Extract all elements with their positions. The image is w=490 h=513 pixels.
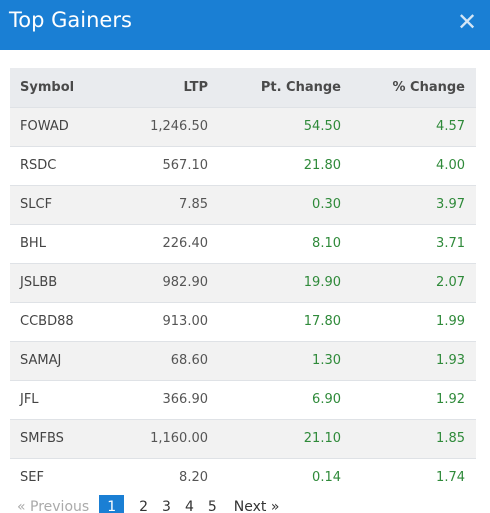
pt-change-cell: 1.30: [312, 353, 341, 368]
page-button-3[interactable]: 3: [162, 499, 171, 513]
pct-change-cell: 3.97: [436, 197, 465, 212]
table-row[interactable]: JFL 366.90 6.90 1.92: [10, 380, 476, 419]
ltp-cell: 8.20: [179, 470, 208, 486]
ltp-cell: 226.40: [162, 236, 209, 251]
gainers-table: Symbol LTP Pt. Change % Change FOWAD 1,24…: [10, 68, 476, 497]
pct-change-cell: 3.71: [436, 236, 465, 251]
page-button-4[interactable]: 4: [184, 499, 194, 513]
pct-change-cell: 1.93: [436, 353, 465, 368]
symbol-cell: JFL: [20, 392, 39, 407]
pt-change-cell: 17.80: [303, 314, 341, 329]
pt-change-cell: 21.10: [303, 431, 341, 446]
symbol-cell: CCBD88: [20, 314, 74, 329]
page-button-1[interactable]: 1: [99, 495, 125, 513]
table-row[interactable]: CCBD88 913.00 17.80 1.99: [10, 302, 476, 341]
pt-change-cell: 54.50: [303, 119, 341, 134]
close-button[interactable]: ✕: [456, 10, 478, 36]
table-row[interactable]: SEF 8.20 0.14 1.74: [10, 458, 476, 497]
table-row[interactable]: RSDC 567.10 21.80 4.00: [10, 146, 476, 185]
pt-change-cell: 0.14: [312, 470, 341, 486]
pt-change-cell: 21.80: [303, 158, 341, 173]
pct-change-cell: 2.07: [436, 275, 465, 290]
pct-change-cell: 1.85: [436, 431, 465, 446]
symbol-cell: BHL: [20, 236, 46, 251]
ltp-cell: 7.85: [179, 197, 208, 212]
previous-page-button[interactable]: « Previous: [17, 499, 90, 513]
modal-title: Top Gainers: [9, 8, 132, 32]
ltp-cell: 1,246.50: [150, 119, 208, 134]
table-row[interactable]: FOWAD 1,246.50 54.50 4.57: [10, 107, 476, 146]
table-body: FOWAD 1,246.50 54.50 4.57 RSDC 567.10 21.80 4.0…: [10, 107, 476, 497]
table-row[interactable]: JSLBB 982.90 19.90 2.07: [10, 263, 476, 302]
table-row[interactable]: SMFBS 1,160.00 21.10 1.85: [10, 419, 476, 458]
pagination: « Previous 1 2 3 4 5 Next »: [10, 495, 286, 513]
symbol-cell: SAMAJ: [20, 353, 62, 368]
ltp-cell: 366.90: [162, 392, 209, 407]
symbol-cell: FOWAD: [20, 119, 69, 134]
pct-change-cell: 4.00: [436, 158, 465, 173]
column-header-ltp[interactable]: LTP: [183, 79, 208, 95]
pct-change-cell: 4.57: [436, 119, 465, 134]
ltp-cell: 1,160.00: [150, 431, 208, 446]
ltp-cell: 567.10: [162, 158, 209, 173]
table-row[interactable]: BHL 226.40 8.10 3.71: [10, 224, 476, 263]
column-header-pt-change[interactable]: Pt. Change: [260, 79, 341, 95]
ltp-cell: 68.60: [170, 353, 208, 368]
close-icon: ✕: [456, 9, 478, 36]
pt-change-cell: 6.90: [312, 392, 341, 407]
symbol-cell: SEF: [20, 470, 44, 486]
page-button-5[interactable]: 5: [207, 499, 217, 513]
column-header-symbol[interactable]: Symbol: [20, 79, 75, 95]
next-page-button[interactable]: Next »: [233, 499, 280, 513]
table-row[interactable]: SAMAJ 68.60 1.30 1.93: [10, 341, 476, 380]
symbol-cell: SLCF: [20, 197, 53, 212]
pct-change-cell: 1.92: [436, 392, 465, 407]
pt-change-cell: 8.10: [312, 236, 341, 251]
modal-header: Top Gainers ✕: [0, 0, 490, 50]
pct-change-cell: 1.74: [436, 470, 465, 486]
gainers-table-container: Symbol LTP Pt. Change % Change FOWAD 1,24…: [10, 68, 476, 497]
table-header-row: Symbol LTP Pt. Change % Change: [10, 68, 476, 107]
pt-change-cell: 19.90: [303, 275, 341, 290]
symbol-cell: SMFBS: [20, 431, 64, 446]
ltp-cell: 982.90: [162, 275, 209, 290]
ltp-cell: 913.00: [162, 314, 209, 329]
table-row[interactable]: SLCF 7.85 0.30 3.97: [10, 185, 476, 224]
symbol-cell: RSDC: [20, 158, 57, 173]
column-header-pct-change[interactable]: % Change: [392, 79, 466, 95]
symbol-cell: JSLBB: [20, 275, 58, 290]
pt-change-cell: 0.30: [312, 197, 341, 212]
pct-change-cell: 1.99: [436, 314, 465, 329]
page-button-2[interactable]: 2: [139, 499, 149, 513]
